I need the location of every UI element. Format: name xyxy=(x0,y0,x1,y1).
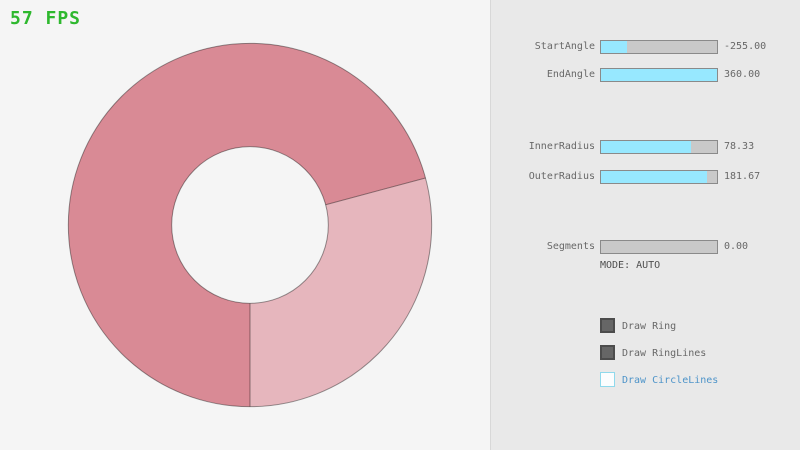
startangle-value: -255.00 xyxy=(724,41,767,52)
outerradius-value: 181.67 xyxy=(724,171,761,182)
slider-fill xyxy=(601,41,627,53)
innerradius-value: 78.33 xyxy=(724,141,755,152)
startangle-slider[interactable] xyxy=(600,40,718,54)
slider-row-segments: Segments 0.00 xyxy=(0,240,800,254)
innerradius-slider[interactable] xyxy=(600,140,718,154)
draw-ringlines-label: Draw RingLines xyxy=(622,348,707,359)
slider-row-outerradius: OuterRadius 181.67 xyxy=(0,170,800,184)
startangle-label: StartAngle xyxy=(534,41,595,52)
checkbox-row-draw-ringlines[interactable]: Draw RingLines xyxy=(600,345,780,361)
slider-row-innerradius: InnerRadius 78.33 xyxy=(0,140,800,154)
segments-label: Segments xyxy=(546,241,595,252)
ring-graphic xyxy=(67,42,433,408)
slider-row-startangle: StartAngle -255.00 xyxy=(0,40,800,54)
checkbox-row-draw-ring[interactable]: Draw Ring xyxy=(600,318,780,334)
endangle-label: EndAngle xyxy=(546,69,595,80)
draw-ringlines-checkbox[interactable] xyxy=(600,345,615,360)
segments-mode-text: MODE: AUTO xyxy=(600,260,661,271)
fps-counter: 57 FPS xyxy=(10,8,82,29)
endangle-value: 360.00 xyxy=(724,69,761,80)
slider-fill xyxy=(601,141,692,153)
endangle-slider[interactable] xyxy=(600,68,718,82)
draw-ring-checkbox[interactable] xyxy=(600,318,615,333)
segments-value: 0.00 xyxy=(724,241,749,252)
outerradius-slider[interactable] xyxy=(600,170,718,184)
ring-canvas xyxy=(67,42,433,408)
slider-fill xyxy=(601,69,717,81)
segments-slider[interactable] xyxy=(600,240,718,254)
draw-circlelines-label: Draw CircleLines xyxy=(622,375,719,386)
slider-fill xyxy=(601,171,707,183)
draw-ring-label: Draw Ring xyxy=(622,321,677,332)
draw-circlelines-checkbox[interactable] xyxy=(600,372,615,387)
innerradius-label: InnerRadius xyxy=(528,141,595,152)
outerradius-label: OuterRadius xyxy=(528,171,595,182)
checkbox-row-draw-circlelines[interactable]: Draw CircleLines xyxy=(600,372,780,388)
slider-row-endangle: EndAngle 360.00 xyxy=(0,68,800,82)
